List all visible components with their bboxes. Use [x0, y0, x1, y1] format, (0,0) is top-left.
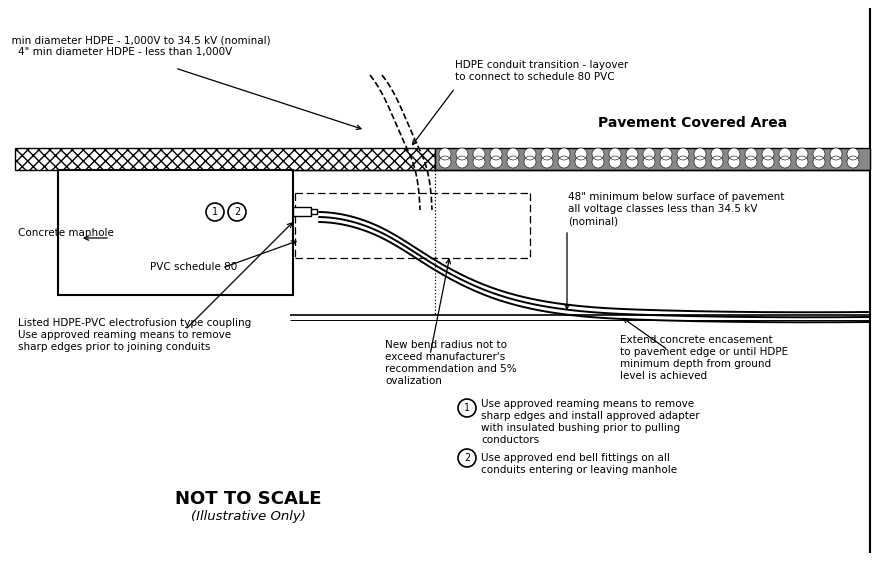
Text: Use approved reaming means to remove: Use approved reaming means to remove: [481, 399, 694, 409]
Circle shape: [762, 148, 774, 160]
Text: ovalization: ovalization: [385, 376, 442, 386]
Bar: [15, 148, 435, 170]
Text: Concrete manhole: Concrete manhole: [18, 228, 114, 238]
Circle shape: [456, 148, 468, 160]
Text: with insulated bushing prior to pulling: with insulated bushing prior to pulling: [481, 423, 680, 433]
Circle shape: [694, 156, 706, 168]
Circle shape: [830, 148, 842, 160]
Circle shape: [626, 148, 638, 160]
Circle shape: [575, 156, 587, 168]
Bar: [311, 209, 317, 214]
Circle shape: [558, 156, 570, 168]
Text: exceed manufacturer's: exceed manufacturer's: [385, 352, 505, 362]
Text: Listed HDPE-PVC electrofusion type coupling: Listed HDPE-PVC electrofusion type coupl…: [18, 318, 252, 328]
Bar: [293, 207, 311, 216]
Circle shape: [660, 156, 672, 168]
Circle shape: [745, 148, 757, 160]
Circle shape: [847, 156, 859, 168]
Circle shape: [490, 148, 502, 160]
Circle shape: [507, 156, 519, 168]
Text: 2: 2: [234, 207, 240, 217]
Circle shape: [524, 156, 536, 168]
Text: Pavement Covered Area: Pavement Covered Area: [599, 116, 788, 130]
Circle shape: [473, 148, 485, 160]
Text: 2: 2: [464, 453, 470, 463]
Circle shape: [439, 156, 451, 168]
Circle shape: [813, 148, 825, 160]
Circle shape: [796, 148, 808, 160]
Text: all voltage classes less than 34.5 kV: all voltage classes less than 34.5 kV: [568, 204, 758, 214]
Text: conductors: conductors: [481, 435, 540, 445]
Circle shape: [626, 156, 638, 168]
Text: 1: 1: [212, 207, 218, 217]
Circle shape: [473, 156, 485, 168]
Circle shape: [728, 156, 740, 168]
Circle shape: [507, 148, 519, 160]
Circle shape: [228, 203, 246, 221]
Text: PVC schedule 80: PVC schedule 80: [150, 262, 238, 272]
Circle shape: [643, 156, 655, 168]
Circle shape: [745, 156, 757, 168]
Circle shape: [830, 156, 842, 168]
Text: (nominal): (nominal): [568, 216, 618, 226]
Circle shape: [458, 449, 476, 467]
Text: conduits entering or leaving manhole: conduits entering or leaving manhole: [481, 465, 677, 475]
Text: New bend radius not to: New bend radius not to: [385, 340, 507, 350]
Circle shape: [779, 148, 791, 160]
Circle shape: [694, 148, 706, 160]
Circle shape: [660, 148, 672, 160]
Circle shape: [541, 156, 553, 168]
Text: NOT TO SCALE: NOT TO SCALE: [175, 490, 321, 508]
Circle shape: [609, 148, 621, 160]
Circle shape: [558, 148, 570, 160]
Text: recommendation and 5%: recommendation and 5%: [385, 364, 517, 374]
Circle shape: [458, 399, 476, 417]
Text: Use approved reaming means to remove: Use approved reaming means to remove: [18, 330, 231, 340]
Text: HDPE conduit transition - layover: HDPE conduit transition - layover: [455, 60, 628, 70]
Text: 4" min diameter HDPE - less than 1,000V: 4" min diameter HDPE - less than 1,000V: [5, 47, 232, 57]
Text: min diameter HDPE - 1,000V to 34.5 kV (nominal): min diameter HDPE - 1,000V to 34.5 kV (n…: [5, 35, 270, 45]
Circle shape: [592, 156, 604, 168]
Circle shape: [711, 156, 723, 168]
Text: sharp edges prior to joining conduits: sharp edges prior to joining conduits: [18, 342, 210, 352]
Bar: [58, 170, 293, 295]
Circle shape: [762, 156, 774, 168]
Text: Extend concrete encasement: Extend concrete encasement: [620, 335, 773, 345]
Text: to connect to schedule 80 PVC: to connect to schedule 80 PVC: [455, 72, 615, 82]
Circle shape: [439, 148, 451, 160]
Circle shape: [456, 156, 468, 168]
Text: (Illustrative Only): (Illustrative Only): [191, 510, 306, 523]
Circle shape: [728, 148, 740, 160]
Text: minimum depth from ground: minimum depth from ground: [620, 359, 771, 369]
Text: level is achieved: level is achieved: [620, 371, 707, 381]
Circle shape: [592, 148, 604, 160]
Text: to pavement edge or until HDPE: to pavement edge or until HDPE: [620, 347, 789, 357]
Circle shape: [711, 148, 723, 160]
Circle shape: [206, 203, 224, 221]
Bar: [435, 148, 870, 170]
Circle shape: [490, 156, 502, 168]
Circle shape: [847, 148, 859, 160]
Circle shape: [677, 148, 689, 160]
Circle shape: [541, 148, 553, 160]
Text: 48" minimum below surface of pavement: 48" minimum below surface of pavement: [568, 192, 784, 202]
Text: sharp edges and install approved adapter: sharp edges and install approved adapter: [481, 411, 699, 421]
Circle shape: [575, 148, 587, 160]
Circle shape: [813, 156, 825, 168]
Circle shape: [796, 156, 808, 168]
Circle shape: [779, 156, 791, 168]
Text: 1: 1: [464, 403, 470, 413]
Circle shape: [643, 148, 655, 160]
Circle shape: [524, 148, 536, 160]
Circle shape: [677, 156, 689, 168]
Circle shape: [609, 156, 621, 168]
Text: Use approved end bell fittings on all: Use approved end bell fittings on all: [481, 453, 670, 463]
